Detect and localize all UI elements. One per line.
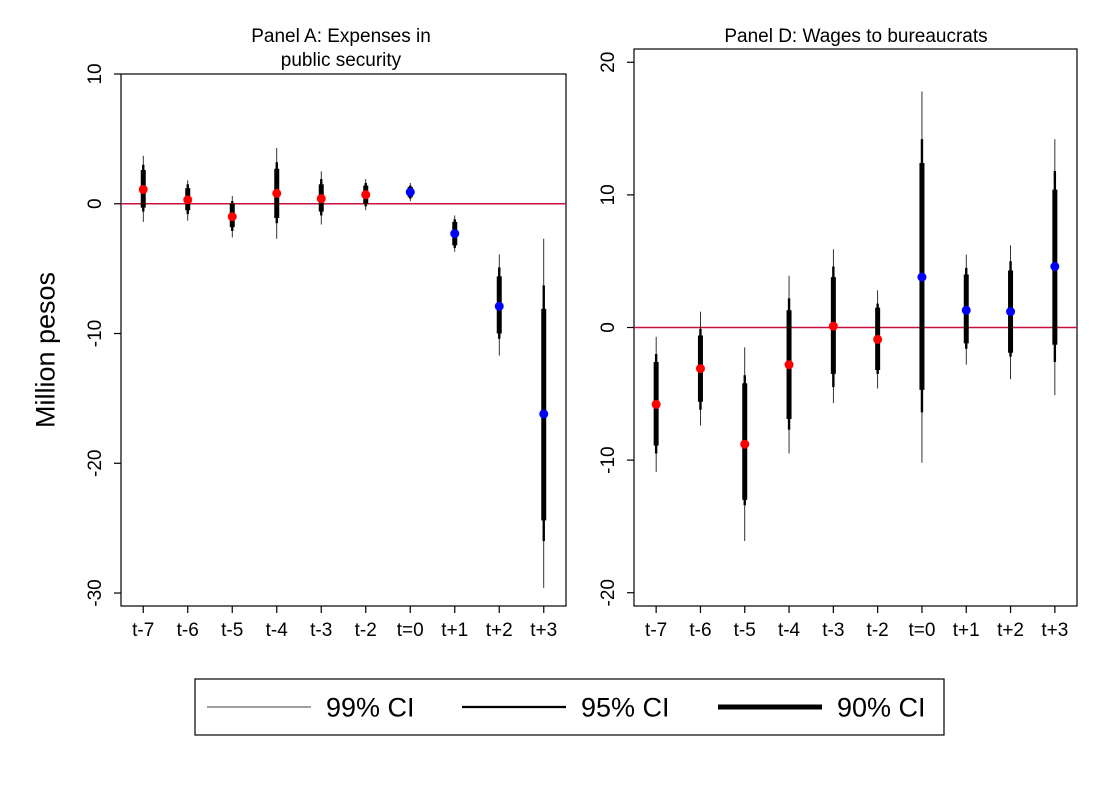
point-estimate bbox=[695, 364, 705, 374]
y-tick-label: -20 bbox=[85, 450, 106, 477]
point-estimate bbox=[539, 409, 549, 419]
point-estimate bbox=[227, 212, 237, 222]
point-estimate bbox=[183, 195, 193, 205]
point-estimate bbox=[961, 305, 971, 315]
point-estimate bbox=[1050, 261, 1060, 271]
legend: 99% CI 95% CI 90% CI bbox=[194, 678, 945, 736]
x-tick-label: t-5 bbox=[734, 620, 756, 641]
point-estimate bbox=[361, 190, 371, 200]
y-axis-label: Million pesos bbox=[30, 272, 60, 428]
point-estimate bbox=[784, 360, 794, 370]
point-estimate bbox=[873, 334, 883, 344]
panel-d: Panel D: Wages to bureaucrats 20 10 0 -10 -2… bbox=[598, 26, 1078, 641]
legend-label-95: 95% CI bbox=[581, 692, 670, 722]
point-estimate bbox=[272, 188, 282, 198]
x-tick-label: t+2 bbox=[486, 620, 513, 641]
x-tick-label: t-3 bbox=[310, 620, 332, 641]
y-tick-label: -20 bbox=[598, 579, 619, 606]
point-estimate bbox=[316, 194, 326, 204]
x-tick-label: t-5 bbox=[221, 620, 243, 641]
x-tick-label: t+3 bbox=[1041, 620, 1068, 641]
x-tick-label: t-4 bbox=[266, 620, 289, 641]
point-estimate bbox=[1006, 307, 1016, 317]
point-estimate bbox=[138, 184, 148, 194]
point-estimate bbox=[917, 272, 927, 282]
x-tick-label: t+3 bbox=[530, 620, 557, 641]
y-tick-label: -10 bbox=[598, 446, 619, 473]
y-tick-label: 0 bbox=[598, 322, 619, 333]
y-tick-label: 0 bbox=[85, 198, 106, 209]
point-estimate bbox=[740, 439, 750, 449]
x-tick-label: t+1 bbox=[953, 620, 980, 641]
x-tick-label: t-7 bbox=[132, 620, 154, 641]
legend-label-90: 90% CI bbox=[837, 692, 926, 722]
panel-d-title: Panel D: Wages to bureaucrats bbox=[724, 26, 987, 47]
y-tick-label: 20 bbox=[598, 52, 619, 73]
y-tick-label: -30 bbox=[85, 579, 106, 606]
x-tick-label: t-4 bbox=[778, 620, 801, 641]
x-tick-label: t=0 bbox=[397, 620, 424, 641]
y-tick-label: 10 bbox=[598, 184, 619, 205]
point-estimate bbox=[828, 321, 838, 331]
x-tick-label: t+1 bbox=[441, 620, 468, 641]
x-tick-label: t-6 bbox=[177, 620, 199, 641]
x-tick-label: t=0 bbox=[908, 620, 935, 641]
x-tick-label: t-7 bbox=[645, 620, 667, 641]
panel-a-title-line2: public security bbox=[281, 50, 402, 71]
point-estimate bbox=[494, 301, 504, 311]
x-tick-label: t-2 bbox=[867, 620, 889, 641]
point-estimate bbox=[405, 187, 415, 197]
y-tick-label: 10 bbox=[85, 63, 106, 84]
y-tick-label: -10 bbox=[85, 320, 106, 347]
x-tick-label: t-6 bbox=[689, 620, 711, 641]
panel-a: Panel A: Expenses in public security 10 0… bbox=[85, 26, 567, 641]
point-estimate bbox=[651, 399, 661, 409]
x-tick-label: t-3 bbox=[822, 620, 844, 641]
x-tick-label: t-2 bbox=[355, 620, 377, 641]
plot-frame bbox=[120, 73, 567, 607]
point-estimate bbox=[450, 229, 460, 239]
legend-frame bbox=[194, 678, 945, 736]
panel-a-title-line1: Panel A: Expenses in bbox=[251, 26, 431, 47]
x-tick-label: t+2 bbox=[997, 620, 1024, 641]
legend-label-99: 99% CI bbox=[326, 692, 415, 722]
